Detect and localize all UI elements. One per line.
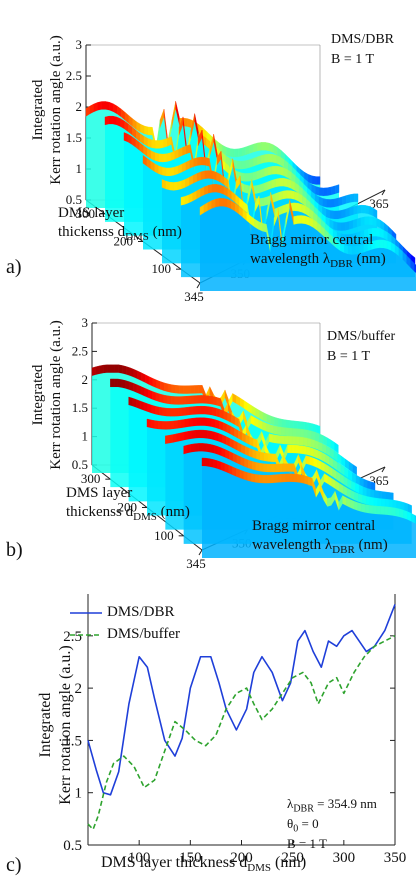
z-axis-label-line1: Integrated	[30, 364, 46, 425]
panel-b-svg: 32.521.510.5345350355360365300200100Inte…	[30, 315, 416, 571]
y-axis-label-line1: Integrated	[37, 693, 54, 758]
annotation-structure: DMS/buffer	[327, 329, 396, 344]
surface-ribbon	[202, 465, 416, 558]
z-tick-label: 2	[82, 372, 89, 387]
x-axis-label: DMS layer thickness dDMS (nm)	[101, 854, 307, 875]
x-tick	[381, 466, 386, 473]
legend-entry-dms-buffer: DMS/buffer	[107, 626, 181, 642]
legend-entry-dms-dbr: DMS/DBR	[107, 604, 175, 620]
y-tick-label: 300	[81, 471, 101, 486]
x-tick-label: 250	[281, 850, 304, 866]
x-tick-label: 345	[184, 289, 204, 304]
y-tick-label: 2.5	[63, 629, 82, 645]
z-tick-label: 1.5	[72, 400, 88, 415]
y-axis-label-line2: thickenss dDMS (nm)	[58, 224, 182, 243]
y-axis-label-line2: Kerr rotation angle (a.u.)	[57, 645, 74, 804]
z-tick-label: 2.5	[66, 68, 82, 83]
series-line-dms-dbr	[87, 604, 396, 796]
surface-ribbon	[200, 206, 416, 291]
y-tick-label: 200	[118, 500, 138, 515]
panel-c-label: c)	[6, 854, 22, 876]
x-axis-label-line2: wavelength λDBR (nm)	[250, 251, 386, 270]
y-tick-label: 1	[75, 786, 83, 802]
y-axis-label-line1: DMS layer	[66, 485, 133, 501]
x-axis-label-line2: wavelength λDBR (nm)	[252, 537, 388, 556]
x-tick-label: 150	[179, 850, 202, 866]
z-tick-label: 1	[76, 161, 83, 176]
y-tick-label: 0.5	[63, 838, 82, 854]
annotation-theta: θ0 = 0	[287, 816, 319, 835]
z-axis-label-line2: Kerr rotation angle (a.u.)	[48, 320, 64, 470]
panel-a-svg: 32.521.510.5345350355360365300200100Inte…	[30, 35, 416, 304]
z-tick-label: 3	[82, 315, 89, 330]
annotation-field: B = 1 T	[327, 349, 371, 364]
z-tick-label: 2.5	[72, 343, 88, 358]
panel-a-label: a)	[6, 256, 22, 278]
y-axis-label-line1: DMS layer	[58, 205, 125, 221]
annotation-lambda: λDBR = 354.9 nm	[287, 796, 377, 815]
z-tick-label: 1.5	[66, 130, 82, 145]
x-tick	[196, 282, 201, 289]
y-axis-label-line2: thickenss dDMS (nm)	[66, 504, 190, 523]
x-tick-label: 345	[186, 556, 206, 571]
x-tick-label: 200	[230, 850, 253, 866]
x-tick	[381, 189, 386, 196]
x-axis-label-line1: Bragg mirror central	[252, 518, 376, 534]
y-tick-label: 100	[154, 528, 174, 543]
y-tick-label: 100	[152, 261, 172, 276]
panel-c-svg: 0.5 1 1.5 2 2.5 100 150 200 250 300 350 Integrated K…	[37, 594, 407, 866]
z-axis-label-line2: Kerr rotation angle (a.u.)	[48, 35, 64, 185]
x-tick-label: 300	[333, 850, 356, 866]
y-tick-label: 200	[114, 234, 134, 249]
x-tick-label: 350	[384, 850, 407, 866]
z-axis-label-line1: Integrated	[30, 79, 46, 140]
annotation-structure: DMS/DBR	[331, 32, 395, 47]
y-tick-label: 1.5	[63, 733, 82, 749]
annotation-field: B = 1 T	[331, 52, 375, 67]
x-tick-label: 100	[128, 850, 151, 866]
series-line-dms-buffer	[87, 635, 396, 831]
z-tick-label: 0.5	[66, 192, 82, 207]
x-tick-label: 365	[369, 196, 389, 211]
y-tick-label: 2	[75, 681, 83, 697]
z-tick-label: 3	[76, 37, 83, 52]
x-tick	[198, 549, 203, 556]
panel-b-label: b)	[6, 539, 23, 561]
z-tick-label: 1	[82, 429, 89, 444]
panel-b-surface-plot: 32.521.510.5345350355360365300200100Inte…	[0, 295, 416, 595]
panel-c-line-chart: 0.5 1 1.5 2 2.5 100 150 200 250 300 350 Integrated K…	[0, 580, 416, 881]
z-tick-label: 0.5	[72, 457, 88, 472]
y-tick-label: 300	[76, 206, 96, 221]
annotation-field: B = 1 T	[287, 836, 327, 851]
z-tick-label: 2	[76, 99, 83, 114]
x-axis-label-line1: Bragg mirror central	[250, 232, 374, 248]
panel-a-surface-plot: 32.521.510.5345350355360365300200100Inte…	[0, 0, 416, 304]
